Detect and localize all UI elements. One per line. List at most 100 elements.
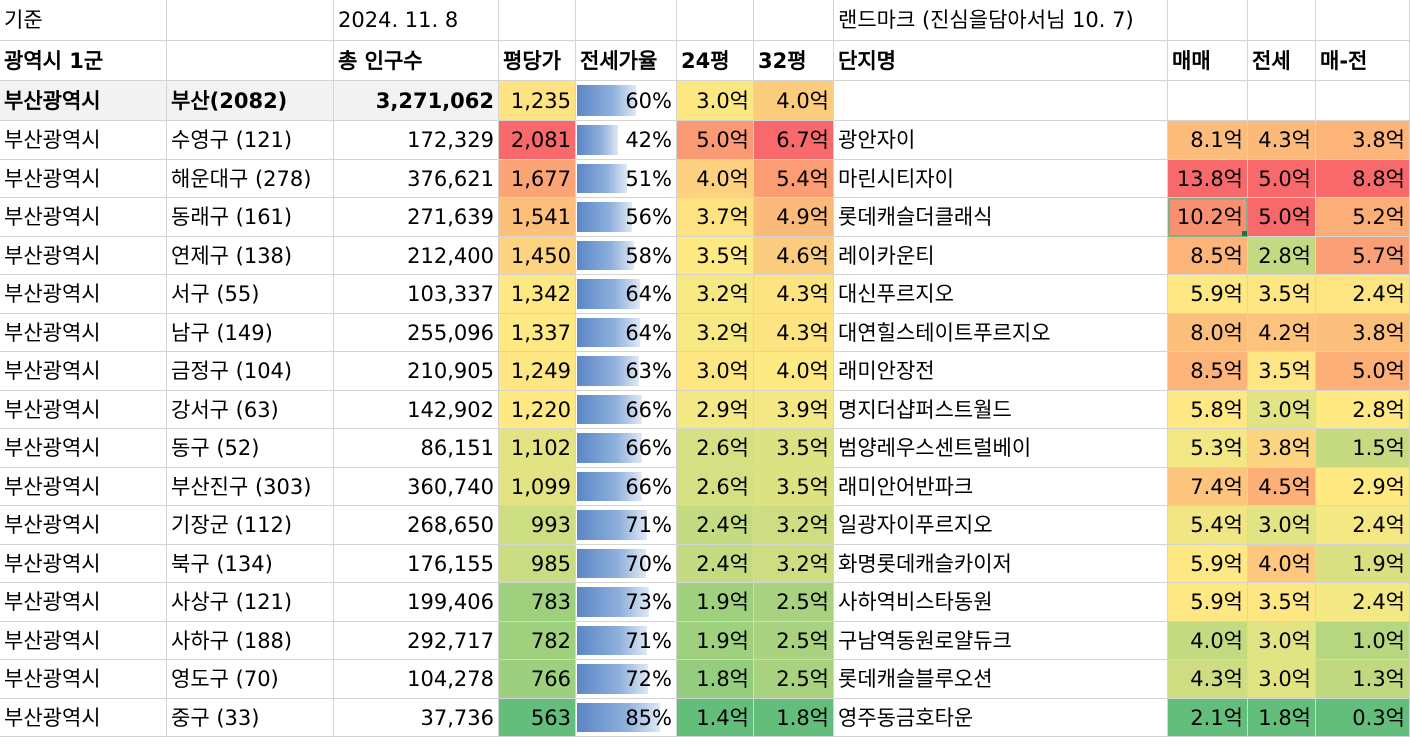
col-header-city[interactable]: 광역시 1군 — [0, 41, 167, 81]
price-per-pyeong-cell[interactable]: 1,541 — [499, 198, 576, 237]
complex-name-cell[interactable]: 광안자이 — [834, 121, 1168, 160]
col-header-jeonse-rate[interactable]: 전세가율 — [576, 41, 677, 81]
city-cell[interactable]: 부산광역시 — [0, 160, 167, 198]
price-32p-cell[interactable]: 4.3억 — [754, 314, 834, 352]
empty-cell[interactable] — [754, 0, 834, 41]
sale-price-cell[interactable]: 8.0억 — [1168, 314, 1248, 352]
summary-price-per-pyeong[interactable]: 1,235 — [499, 81, 576, 121]
sale-minus-jeonse-cell[interactable]: 3.8억 — [1316, 121, 1410, 160]
sale-minus-jeonse-cell[interactable]: 1.9억 — [1316, 545, 1410, 583]
jeonse-rate-cell[interactable]: 66% — [576, 468, 677, 506]
jeonse-rate-cell[interactable]: 66% — [576, 429, 677, 468]
complex-name-cell[interactable]: 사하역비스타동원 — [834, 583, 1168, 622]
city-cell[interactable]: 부산광역시 — [0, 237, 167, 275]
empty-cell[interactable] — [1316, 0, 1410, 41]
jeonse-rate-cell[interactable]: 70% — [576, 545, 677, 583]
empty-cell[interactable] — [1168, 81, 1248, 121]
price-24p-cell[interactable]: 2.9억 — [677, 391, 754, 429]
empty-cell[interactable] — [834, 81, 1168, 121]
population-cell[interactable]: 104,278 — [334, 660, 499, 699]
city-cell[interactable]: 부산광역시 — [0, 352, 167, 391]
empty-cell[interactable] — [677, 0, 754, 41]
jeonse-price-cell[interactable]: 1.8억 — [1248, 699, 1316, 737]
price-per-pyeong-cell[interactable]: 2,081 — [499, 121, 576, 160]
city-cell[interactable]: 부산광역시 — [0, 429, 167, 468]
jeonse-rate-cell[interactable]: 71% — [576, 506, 677, 545]
col-header-complex[interactable]: 단지명 — [834, 41, 1168, 81]
complex-name-cell[interactable]: 대신푸르지오 — [834, 275, 1168, 314]
complex-name-cell[interactable]: 롯데캐슬블루오션 — [834, 660, 1168, 699]
district-cell[interactable]: 부산진구 (303) — [167, 468, 334, 506]
price-24p-cell[interactable]: 5.0억 — [677, 121, 754, 160]
price-per-pyeong-cell[interactable]: 1,677 — [499, 160, 576, 198]
sale-minus-jeonse-cell[interactable]: 1.0억 — [1316, 622, 1410, 660]
district-cell[interactable]: 기장군 (112) — [167, 506, 334, 545]
jeonse-price-cell[interactable]: 5.0억 — [1248, 160, 1316, 198]
price-per-pyeong-cell[interactable]: 985 — [499, 545, 576, 583]
complex-name-cell[interactable]: 마린시티자이 — [834, 160, 1168, 198]
price-32p-cell[interactable]: 3.2억 — [754, 506, 834, 545]
sale-price-cell[interactable]: 5.3억 — [1168, 429, 1248, 468]
city-cell[interactable]: 부산광역시 — [0, 391, 167, 429]
price-24p-cell[interactable]: 2.4억 — [677, 506, 754, 545]
price-24p-cell[interactable]: 2.6억 — [677, 468, 754, 506]
sale-price-cell[interactable]: 5.9억 — [1168, 545, 1248, 583]
empty-cell[interactable] — [167, 0, 334, 41]
sale-price-cell[interactable]: 8.5억 — [1168, 237, 1248, 275]
complex-name-cell[interactable]: 명지더샵퍼스트월드 — [834, 391, 1168, 429]
price-32p-cell[interactable]: 5.4억 — [754, 160, 834, 198]
population-cell[interactable]: 176,155 — [334, 545, 499, 583]
summary-24p[interactable]: 3.0억 — [677, 81, 754, 121]
price-24p-cell[interactable]: 3.5억 — [677, 237, 754, 275]
summary-population[interactable]: 3,271,062 — [334, 81, 499, 121]
city-cell[interactable]: 부산광역시 — [0, 275, 167, 314]
price-per-pyeong-cell[interactable]: 783 — [499, 583, 576, 622]
sale-price-cell[interactable]: 13.8억 — [1168, 160, 1248, 198]
district-cell[interactable]: 북구 (134) — [167, 545, 334, 583]
empty-cell[interactable] — [499, 0, 576, 41]
district-cell[interactable]: 사상구 (121) — [167, 583, 334, 622]
price-per-pyeong-cell[interactable]: 1,099 — [499, 468, 576, 506]
price-32p-cell[interactable]: 2.5억 — [754, 583, 834, 622]
sale-price-cell[interactable]: 2.1억 — [1168, 699, 1248, 737]
district-cell[interactable]: 수영구 (121) — [167, 121, 334, 160]
sale-minus-jeonse-cell[interactable]: 5.7억 — [1316, 237, 1410, 275]
price-per-pyeong-cell[interactable]: 1,220 — [499, 391, 576, 429]
jeonse-price-cell[interactable]: 4.2억 — [1248, 314, 1316, 352]
city-cell[interactable]: 부산광역시 — [0, 660, 167, 699]
sale-price-cell[interactable]: 4.0억 — [1168, 622, 1248, 660]
sale-price-cell[interactable]: 5.4억 — [1168, 506, 1248, 545]
jeonse-rate-cell[interactable]: 73% — [576, 583, 677, 622]
population-cell[interactable]: 210,905 — [334, 352, 499, 391]
jeonse-rate-cell[interactable]: 64% — [576, 314, 677, 352]
district-cell[interactable]: 강서구 (63) — [167, 391, 334, 429]
price-24p-cell[interactable]: 1.8억 — [677, 660, 754, 699]
sale-price-cell[interactable]: 5.9억 — [1168, 583, 1248, 622]
population-cell[interactable]: 37,736 — [334, 699, 499, 737]
jeonse-rate-cell[interactable]: 56% — [576, 198, 677, 237]
empty-cell[interactable] — [1168, 0, 1248, 41]
district-cell[interactable]: 연제구 (138) — [167, 237, 334, 275]
sale-price-cell[interactable]: 4.3억 — [1168, 660, 1248, 699]
col-header-diff[interactable]: 매-전 — [1316, 41, 1410, 81]
complex-name-cell[interactable]: 화명롯데캐슬카이저 — [834, 545, 1168, 583]
complex-name-cell[interactable]: 구남역동원로얄듀크 — [834, 622, 1168, 660]
district-cell[interactable]: 동래구 (161) — [167, 198, 334, 237]
sale-minus-jeonse-cell[interactable]: 3.8억 — [1316, 314, 1410, 352]
jeonse-rate-cell[interactable]: 42% — [576, 121, 677, 160]
complex-name-cell[interactable]: 범양레우스센트럴베이 — [834, 429, 1168, 468]
price-32p-cell[interactable]: 4.3억 — [754, 275, 834, 314]
price-32p-cell[interactable]: 4.6억 — [754, 237, 834, 275]
jeonse-price-cell[interactable]: 2.8억 — [1248, 237, 1316, 275]
price-per-pyeong-cell[interactable]: 766 — [499, 660, 576, 699]
col-header-jeonse[interactable]: 전세 — [1248, 41, 1316, 81]
sale-minus-jeonse-cell[interactable]: 2.9억 — [1316, 468, 1410, 506]
city-cell[interactable]: 부산광역시 — [0, 699, 167, 737]
price-per-pyeong-cell[interactable]: 1,337 — [499, 314, 576, 352]
district-cell[interactable]: 남구 (149) — [167, 314, 334, 352]
district-cell[interactable]: 동구 (52) — [167, 429, 334, 468]
sale-minus-jeonse-cell[interactable]: 0.3억 — [1316, 699, 1410, 737]
price-24p-cell[interactable]: 3.2억 — [677, 314, 754, 352]
empty-cell[interactable] — [576, 0, 677, 41]
jeonse-rate-cell[interactable]: 64% — [576, 275, 677, 314]
